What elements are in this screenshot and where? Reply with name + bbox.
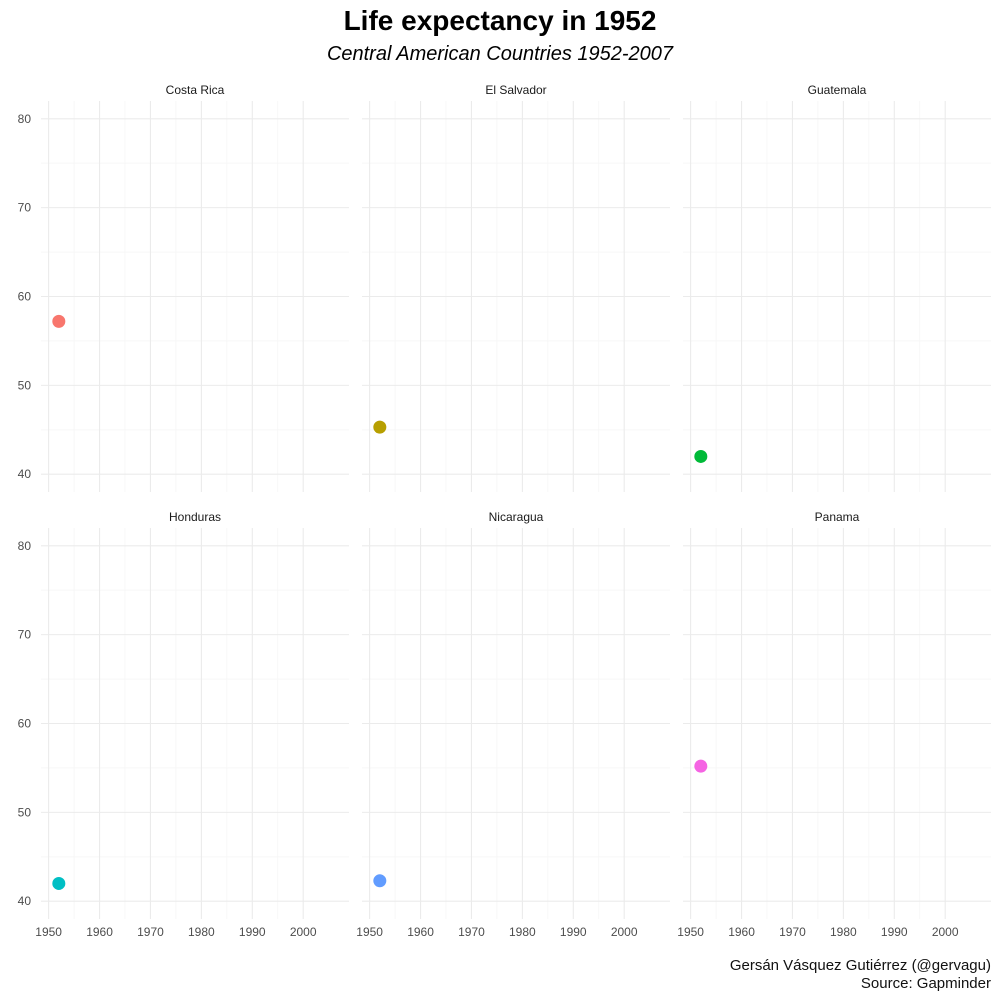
- data-point-nicaragua: [373, 874, 387, 888]
- chart-caption: Gersán Vásquez Gutiérrez (@gervagu) Sour…: [730, 957, 991, 993]
- y-tick-label: 40: [18, 467, 32, 481]
- data-point-el-salvador: [373, 420, 387, 434]
- panel-costa-rica: Costa Rica 40 50 60 70 80: [18, 83, 349, 492]
- y-tick-label: 50: [18, 378, 32, 392]
- x-tick-label: 1990: [239, 925, 266, 939]
- y-tick-label: 70: [18, 628, 32, 642]
- x-tick-label: 1950: [356, 925, 383, 939]
- y-tick-label: 60: [18, 290, 32, 304]
- facet-label: Honduras: [169, 510, 221, 524]
- y-tick-label: 80: [18, 112, 32, 126]
- x-tick-label: 1950: [677, 925, 704, 939]
- data-point-guatemala: [694, 449, 708, 463]
- x-tick-label: 1990: [881, 925, 908, 939]
- y-tick-label: 40: [18, 894, 32, 908]
- facet-label: El Salvador: [485, 83, 546, 97]
- facet-label: Costa Rica: [166, 83, 225, 97]
- x-tick-label: 1980: [509, 925, 536, 939]
- chart-title: Life expectancy in 1952: [343, 5, 657, 36]
- y-tick-label: 50: [18, 805, 32, 819]
- data-point-panama: [694, 759, 708, 773]
- x-tick-label: 1950: [35, 925, 62, 939]
- x-tick-label: 2000: [290, 925, 317, 939]
- y-tick-label: 70: [18, 201, 32, 215]
- x-tick-label: 1960: [86, 925, 113, 939]
- facet-label: Panama: [815, 510, 860, 524]
- x-tick-label: 1980: [830, 925, 857, 939]
- caption-author: Gersán Vásquez Gutiérrez (@gervagu): [729, 957, 991, 974]
- x-tick-label: 1980: [188, 925, 215, 939]
- x-tick-label: 1960: [407, 925, 434, 939]
- x-tick-label: 1990: [560, 925, 587, 939]
- caption-source: Source: Gapminder: [860, 975, 991, 992]
- y-tick-label: 80: [18, 539, 32, 553]
- facet-label: Guatemala: [808, 83, 867, 97]
- x-tick-label: 1970: [137, 925, 164, 939]
- panel-guatemala: Guatemala: [683, 83, 991, 492]
- panel-panama: Panama 1950 1960 1970 1980 1990 2000: [677, 510, 991, 939]
- facet-label: Nicaragua: [489, 510, 544, 524]
- x-tick-label: 1970: [458, 925, 485, 939]
- x-tick-label: 1960: [728, 925, 755, 939]
- x-tick-label: 2000: [611, 925, 638, 939]
- panel-honduras: Honduras 40 50 60 70 80 1950 1960 1970 1980 1990 20…: [18, 510, 349, 939]
- panel-el-salvador: El Salvador: [362, 83, 670, 492]
- data-point-costa-rica: [52, 314, 66, 328]
- chart-subtitle: Central American Countries 1952-2007: [326, 43, 674, 65]
- x-tick-label: 2000: [932, 925, 959, 939]
- y-tick-label: 60: [18, 717, 32, 731]
- data-point-honduras: [52, 876, 66, 890]
- panel-nicaragua: Nicaragua 1950 1960 1970 1980 1990 2000: [356, 510, 670, 939]
- x-tick-label: 1970: [779, 925, 806, 939]
